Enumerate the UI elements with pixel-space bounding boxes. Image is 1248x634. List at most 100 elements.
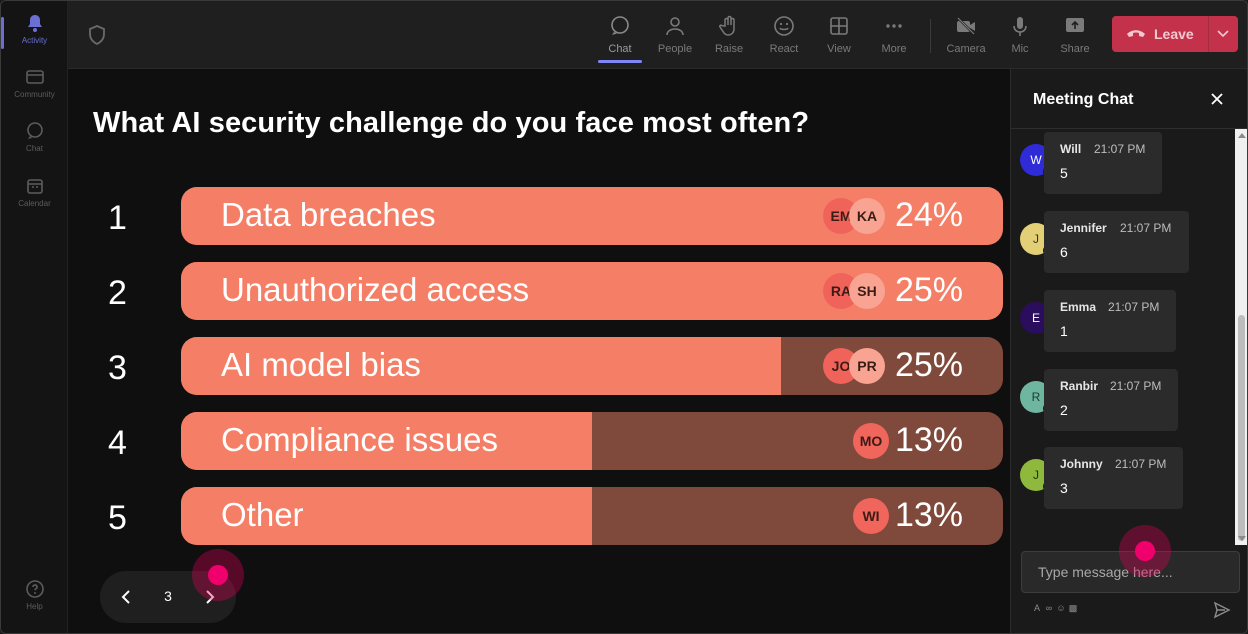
chat-message: R Ranbir 21:07 PM 2	[1011, 369, 1233, 433]
mic-button[interactable]: Mic	[994, 11, 1046, 61]
chat-message-list[interactable]: W Will 21:07 PM 5 J Jennifer 21:07 PM 6 …	[1011, 129, 1233, 545]
scroll-up-arrow[interactable]	[1238, 133, 1246, 138]
bell-icon	[27, 15, 42, 32]
people-icon	[666, 17, 684, 36]
view-button[interactable]: View	[813, 11, 865, 61]
poll-option[interactable]: 2 Unauthorized access RA SH 25%	[68, 262, 1010, 320]
send-icon[interactable]	[1213, 601, 1231, 619]
chat-title: Meeting Chat	[1033, 91, 1134, 108]
message-time: 21:07 PM	[1115, 457, 1167, 471]
message-bubble: Jennifer 21:07 PM 6	[1044, 211, 1189, 273]
message-bubble: Johnny 21:07 PM 3	[1044, 447, 1183, 509]
more-button[interactable]: More	[868, 11, 920, 61]
option-bar: Other WI 13%	[181, 487, 1003, 545]
rail-item-label: Calendar	[18, 199, 51, 208]
message-input[interactable]	[1022, 552, 1239, 592]
share-button-label: Share	[1060, 43, 1090, 55]
option-number: 3	[108, 349, 127, 387]
chat-icon	[26, 122, 43, 139]
option-label: Compliance issues	[221, 421, 498, 458]
raise-hand-button[interactable]: Raise	[703, 11, 755, 61]
gif-icon[interactable]: ▩	[1068, 603, 1078, 613]
poll-option[interactable]: 1 Data breaches EM KA 24%	[68, 187, 1010, 245]
sender-name: Johnny	[1060, 457, 1103, 471]
message-text: 1	[1060, 323, 1068, 339]
chat-message: W Will 21:07 PM 5	[1011, 132, 1233, 196]
message-text: 2	[1060, 402, 1068, 418]
poll-question: What AI security challenge do you face m…	[93, 107, 810, 139]
share-screen-icon	[1066, 18, 1084, 32]
people-button[interactable]: People	[649, 11, 701, 61]
poll-option[interactable]: 5 Other WI 13%	[68, 487, 1010, 545]
scrollbar-thumb[interactable]	[1238, 315, 1245, 541]
option-number: 5	[108, 499, 127, 537]
chat-scrollbar[interactable]	[1235, 129, 1247, 545]
help-icon	[25, 580, 44, 598]
close-icon[interactable]	[1209, 91, 1225, 107]
avatar-initial: E	[1031, 311, 1040, 325]
people-button-label: People	[657, 43, 693, 55]
message-time: 21:07 PM	[1108, 300, 1160, 314]
rail-item-help[interactable]: Help	[1, 579, 68, 611]
camera-button[interactable]: Camera	[940, 11, 992, 61]
leave-button[interactable]: Leave	[1112, 16, 1238, 52]
message-text: 5	[1060, 165, 1068, 181]
rail-item-label: Community	[14, 90, 55, 99]
format-icon[interactable]: A	[1033, 603, 1040, 613]
rail-item-chat[interactable]: Chat	[1, 121, 68, 153]
option-percentage: 25%	[894, 346, 963, 384]
poll-option[interactable]: 3 AI model bias JO PR 25%	[68, 337, 1010, 395]
voter-avatar: WI	[853, 498, 889, 534]
option-label: Data breaches	[221, 196, 436, 233]
toolbar-divider	[930, 19, 931, 53]
option-percentage: 13%	[894, 421, 963, 459]
option-percentage: 13%	[894, 496, 963, 534]
react-button[interactable]: React	[758, 11, 810, 61]
scroll-down-arrow[interactable]	[1238, 536, 1246, 541]
option-bar: AI model bias JO PR 25%	[181, 337, 1003, 395]
rail-item-activity[interactable]: Activity	[1, 13, 68, 49]
grid-icon	[830, 17, 848, 35]
option-fill	[181, 412, 592, 470]
hang-up-icon	[1127, 30, 1145, 37]
camera-off-icon	[957, 17, 975, 35]
sender-name: Will	[1060, 142, 1082, 156]
option-bar: Compliance issues MO 13%	[181, 412, 1003, 470]
chat-button[interactable]: Chat	[594, 11, 646, 63]
poll-option[interactable]: 4 Compliance issues MO 13%	[68, 412, 1010, 470]
option-label: AI model bias	[221, 346, 421, 383]
voter-avatar: PR	[849, 348, 885, 384]
option-number: 2	[108, 274, 127, 312]
option-bar: Data breaches EM KA 24%	[181, 187, 1003, 245]
message-time: 21:07 PM	[1094, 142, 1146, 156]
avatar-initial: R	[1031, 390, 1041, 404]
chevron-down-icon[interactable]	[1216, 28, 1230, 40]
attach-icon[interactable]: ∞	[1045, 603, 1053, 613]
shield-icon[interactable]	[88, 25, 106, 45]
avatar-initial: J	[1033, 468, 1039, 482]
message-bubble: Will 21:07 PM 5	[1044, 132, 1162, 194]
chat-header: Meeting Chat	[1011, 69, 1247, 129]
chevron-right-icon[interactable]	[200, 587, 220, 607]
emoji-icon[interactable]: ☺	[1056, 603, 1066, 613]
option-percentage: 24%	[894, 196, 963, 234]
chevron-left-icon[interactable]	[116, 587, 136, 607]
meeting-toolbar: Chat People Raise React View More Camera	[68, 1, 1247, 69]
raise-button-label: Raise	[714, 43, 744, 55]
hand-icon	[719, 15, 735, 36]
camera-button-label: Camera	[946, 43, 986, 55]
chat-button-label: Chat	[608, 43, 632, 55]
chat-message: J Johnny 21:07 PM 3	[1011, 447, 1233, 511]
option-fill	[181, 487, 592, 545]
rail-item-community[interactable]: Community	[1, 67, 68, 99]
smiley-icon	[774, 16, 794, 36]
voter-avatar: SH	[849, 273, 885, 309]
chat-compose-box[interactable]	[1021, 551, 1240, 593]
share-button[interactable]: Share	[1049, 11, 1101, 61]
avatar-initial: W	[1030, 153, 1042, 167]
meeting-chat-panel: Meeting Chat W Will 21:07 PM 5 J Jennife…	[1010, 69, 1247, 633]
rail-item-calendar[interactable]: Calendar	[1, 176, 68, 208]
chat-icon	[611, 16, 629, 35]
chat-message: E Emma 21:07 PM 1	[1011, 290, 1233, 354]
more-icon	[886, 24, 902, 28]
